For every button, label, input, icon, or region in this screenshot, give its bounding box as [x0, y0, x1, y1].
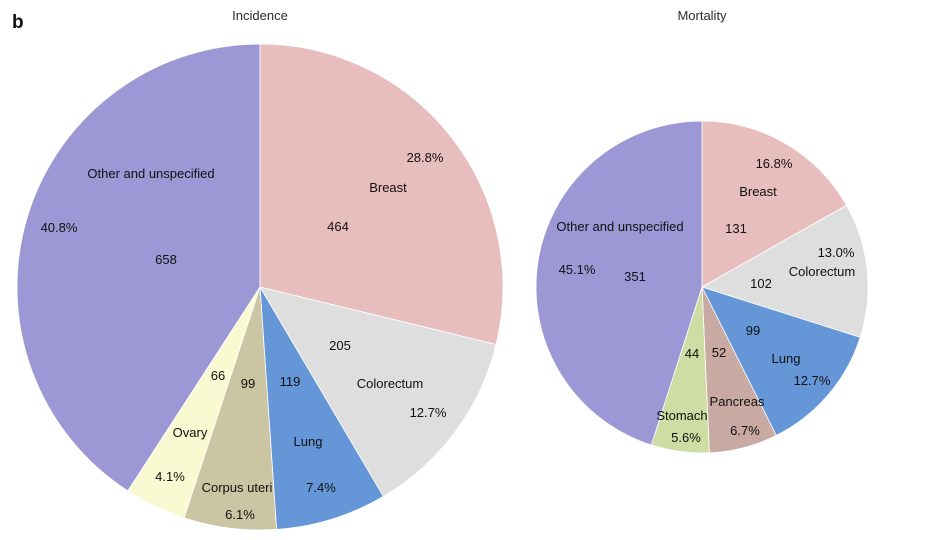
- slice-percent-breast: 16.8%: [756, 156, 793, 171]
- slice-name-corpus-uteri: Corpus uteri: [202, 480, 273, 495]
- slice-name-other-and-unspecified: Other and unspecified: [556, 219, 683, 234]
- slice-value-other-and-unspecified: 658: [155, 252, 177, 267]
- slice-name-colorectum: Colorectum: [789, 264, 855, 279]
- slice-breast: [259, 43, 504, 345]
- slice-name-stomach: Stomach: [656, 408, 707, 423]
- slice-value-colorectum: 102: [750, 276, 772, 291]
- panel-label: b: [12, 12, 24, 33]
- slice-name-lung: Lung: [294, 434, 323, 449]
- incidence-labels: Breast 464 28.8% Colorectum 205 12.7% Lung 119 7…: [41, 150, 447, 522]
- slice-other-and-unspecified: [16, 43, 261, 492]
- mortality-title: Mortality: [677, 8, 727, 23]
- slice-percent-corpus-uteri: 6.1%: [225, 507, 255, 522]
- slice-name-pancreas: Pancreas: [710, 394, 765, 409]
- slice-percent-lung: 7.4%: [306, 480, 336, 495]
- incidence-title: Incidence: [232, 8, 288, 23]
- slice-value-other-and-unspecified: 351: [624, 269, 646, 284]
- slice-percent-other-and-unspecified: 40.8%: [41, 220, 78, 235]
- slice-percent-other-and-unspecified: 45.1%: [559, 262, 596, 277]
- mortality-labels: Breast 131 16.8% Colorectum 102 13.0% Lung 99 12…: [556, 156, 855, 445]
- slice-percent-colorectum: 12.7%: [410, 405, 447, 420]
- slice-value-corpus-uteri: 99: [241, 376, 255, 391]
- slice-colorectum: [701, 204, 869, 338]
- slice-percent-stomach: 5.6%: [671, 430, 701, 445]
- mortality-pie: [535, 120, 869, 454]
- slice-breast: [701, 120, 848, 288]
- slice-name-breast: Breast: [369, 180, 407, 195]
- slice-value-lung: 119: [280, 374, 301, 389]
- slice-value-lung: 99: [746, 323, 760, 338]
- slice-value-breast: 464: [327, 219, 349, 234]
- slice-name-breast: Breast: [739, 184, 777, 199]
- slice-value-pancreas: 52: [712, 345, 726, 360]
- slice-lung: [259, 286, 384, 530]
- slice-percent-lung: 12.7%: [794, 373, 831, 388]
- slice-value-colorectum: 205: [329, 338, 351, 353]
- slice-percent-colorectum: 13.0%: [818, 245, 855, 260]
- slice-lung: [701, 286, 861, 437]
- slice-other-and-unspecified: [535, 120, 703, 446]
- slice-percent-ovary: 4.1%: [155, 469, 185, 484]
- slice-value-breast: 131: [725, 221, 747, 236]
- slice-name-lung: Lung: [772, 351, 801, 366]
- slice-percent-pancreas: 6.7%: [730, 423, 760, 438]
- slice-name-ovary: Ovary: [173, 425, 208, 440]
- slice-value-stomach: 44: [685, 346, 699, 361]
- incidence-pie: [16, 43, 504, 531]
- slice-name-colorectum: Colorectum: [357, 376, 423, 391]
- slice-value-ovary: 66: [211, 368, 225, 383]
- slice-percent-breast: 28.8%: [407, 150, 444, 165]
- slice-colorectum: [259, 286, 497, 497]
- slice-name-other-and-unspecified: Other and unspecified: [87, 166, 214, 181]
